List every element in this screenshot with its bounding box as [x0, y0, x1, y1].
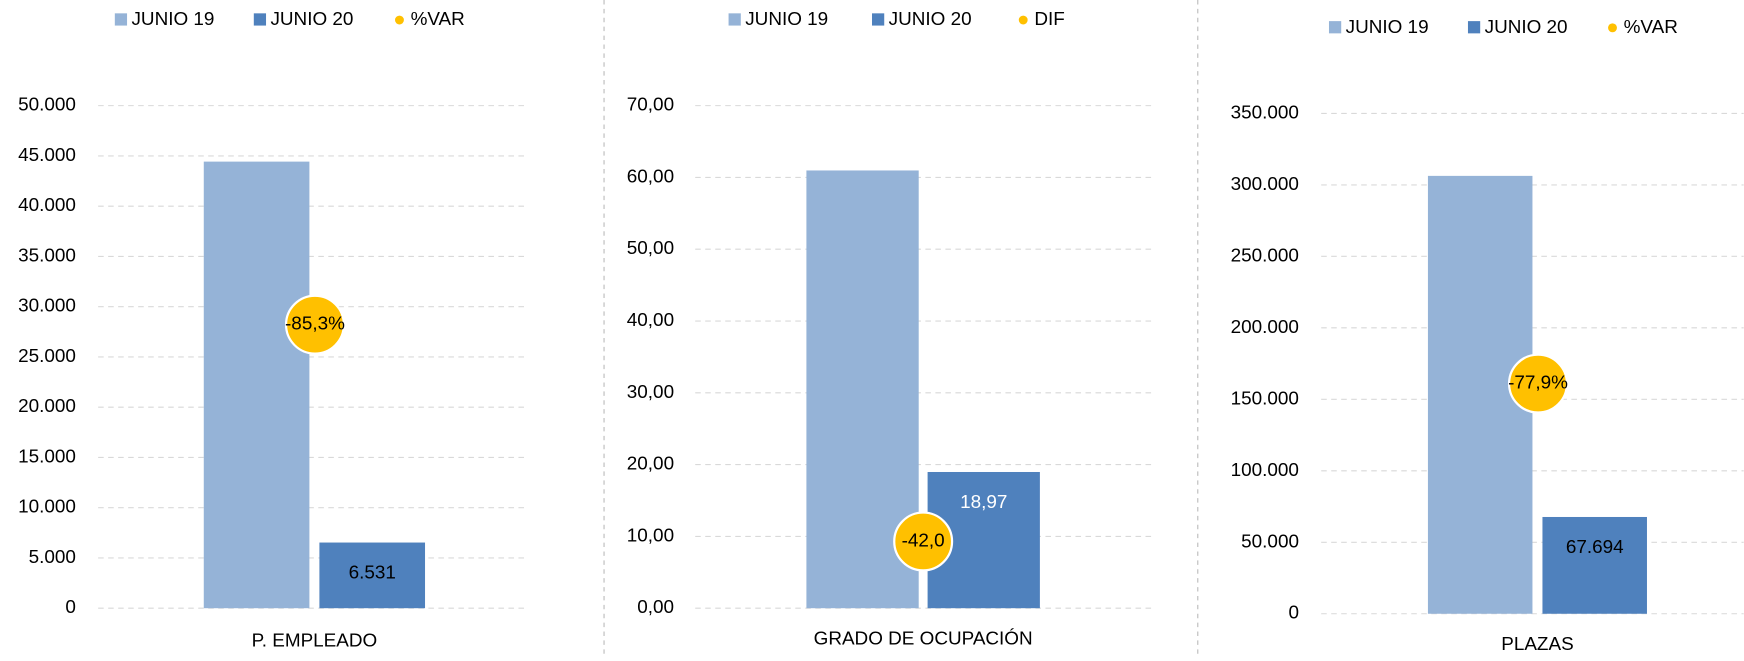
y-tick-label: 50.000: [1241, 531, 1299, 552]
data-label: -85,3%: [285, 314, 345, 335]
y-tick-label: 20,00: [627, 454, 674, 475]
legend-label: JUNIO 19: [1346, 17, 1429, 38]
y-tick-label: 0,00: [637, 597, 674, 618]
y-tick-label: 350.000: [1231, 102, 1299, 123]
y-tick-label: 60,00: [627, 166, 674, 187]
y-tick-label: 70,00: [627, 95, 674, 116]
legend-swatch: [1328, 21, 1342, 34]
y-tick-label: 50,00: [627, 238, 674, 259]
data-label: 67.694: [1566, 537, 1624, 558]
y-tick-label: 50.000: [18, 95, 76, 116]
legend-label: %VAR: [1624, 17, 1678, 38]
y-tick-label: 10.000: [18, 497, 76, 518]
legend-swatch: [114, 13, 128, 26]
y-tick-label: 25.000: [18, 346, 76, 367]
y-tick-label: 100.000: [1231, 460, 1299, 481]
y-tick-label: 10,00: [627, 525, 674, 546]
y-tick-label: 35.000: [18, 245, 76, 266]
y-tick-label: 45.000: [18, 145, 76, 166]
y-tick-label: 15.000: [18, 446, 76, 467]
data-label: 18,97: [960, 492, 1007, 513]
legend-label: DIF: [1034, 9, 1064, 30]
legend-swatch: [253, 13, 267, 26]
legend-swatch: [872, 13, 885, 26]
y-tick-label: 250.000: [1231, 245, 1299, 266]
bar: [203, 161, 310, 609]
y-tick-label: 0: [65, 597, 76, 618]
legend-label: %VAR: [411, 9, 465, 30]
y-tick-label: 40.000: [18, 195, 76, 216]
legend-swatch: [1018, 15, 1028, 25]
y-tick-label: 200.000: [1231, 317, 1299, 338]
data-label: -42,0: [902, 530, 945, 551]
y-tick-label: 40,00: [627, 310, 674, 331]
data-label: -77,9%: [1508, 373, 1568, 394]
x-tick-label: PLAZAS: [1501, 634, 1573, 655]
legend-swatch: [1467, 21, 1481, 34]
legend-label: JUNIO 20: [270, 9, 353, 30]
variation-bubble: [893, 511, 954, 572]
x-tick-label: P. EMPLEADO: [252, 631, 378, 652]
bar: [319, 542, 426, 609]
y-tick-label: 20.000: [18, 396, 76, 417]
legend-swatch: [395, 15, 404, 25]
legend-label: JUNIO 19: [745, 9, 828, 30]
legend-swatch: [1608, 23, 1617, 33]
x-tick-label: GRADO DE OCUPACIÓN: [814, 627, 1033, 649]
y-tick-label: 0: [1288, 603, 1299, 624]
y-tick-label: 150.000: [1231, 388, 1299, 409]
legend-label: JUNIO 19: [131, 9, 214, 30]
data-label: 6.531: [349, 563, 396, 584]
legend-swatch: [728, 13, 741, 26]
legend-label: JUNIO 20: [1485, 17, 1568, 38]
variation-bubble: [1507, 353, 1569, 414]
y-tick-label: 30.000: [18, 296, 76, 317]
variation-bubble: [284, 294, 345, 355]
bar: [1542, 516, 1647, 614]
y-tick-label: 300.000: [1231, 174, 1299, 195]
y-tick-label: 5.000: [29, 547, 76, 568]
legend-label: JUNIO 20: [889, 9, 972, 30]
y-tick-label: 30,00: [627, 382, 674, 403]
